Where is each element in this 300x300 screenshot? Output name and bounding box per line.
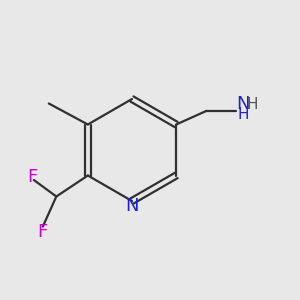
Text: F: F (27, 168, 38, 186)
Text: H: H (237, 107, 248, 122)
Text: F: F (38, 223, 48, 241)
Text: N: N (236, 95, 250, 113)
Text: H: H (246, 97, 257, 112)
Text: N: N (125, 197, 139, 215)
